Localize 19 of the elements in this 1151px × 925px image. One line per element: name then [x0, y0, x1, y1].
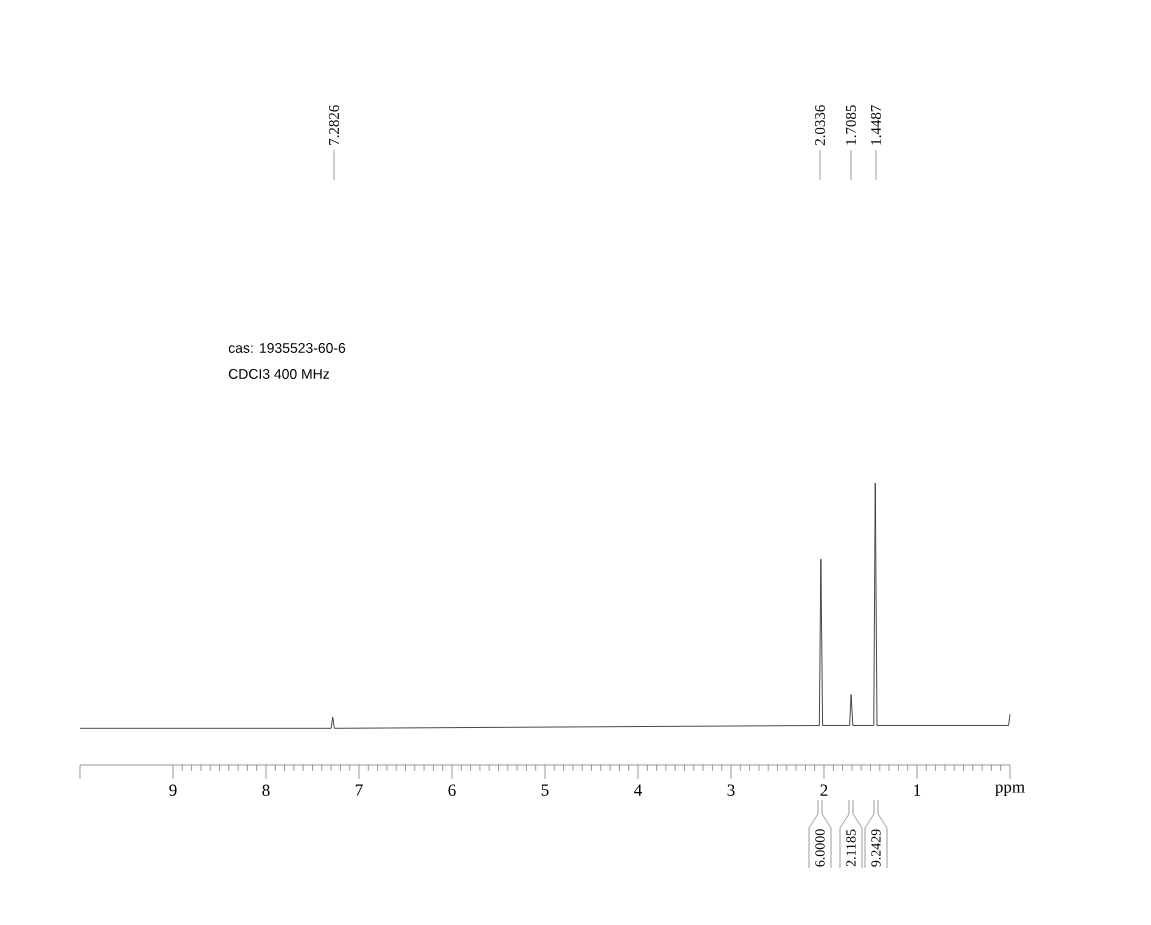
x-tick-label: 7: [355, 784, 363, 796]
text: CDCI3 400 MHz: [228, 369, 330, 379]
text: 2.0336: [814, 105, 826, 146]
x-tick-label: 2: [820, 784, 828, 796]
x-tick-label: ppm: [995, 784, 1025, 797]
x-tick-label: 9: [169, 784, 177, 796]
text: 1.4487: [870, 105, 882, 145]
x-tick-label: 1: [914, 784, 921, 796]
x-tick-label: 6: [448, 784, 456, 796]
x-tick-label: 3: [727, 784, 735, 796]
text: 1.7085: [845, 105, 857, 145]
text: 2.1185: [846, 829, 856, 867]
x-tick-label: 5: [541, 784, 549, 796]
text: 9.2429: [871, 829, 881, 867]
x-tick-label: 8: [262, 784, 270, 796]
text: 7.2826: [328, 105, 340, 145]
x-tick-label: 4: [634, 784, 642, 796]
text: 6.0000: [815, 829, 825, 867]
text: cas: 1935523-60-6: [228, 343, 346, 353]
